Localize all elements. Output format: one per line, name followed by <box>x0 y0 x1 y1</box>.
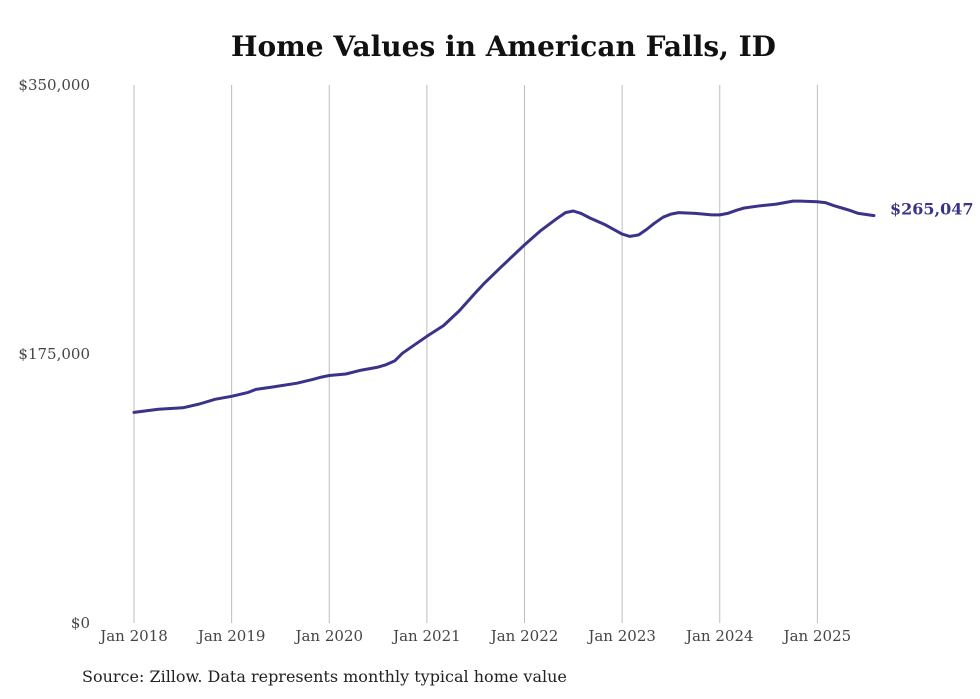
x-tick-label: Jan 2023 <box>586 627 656 645</box>
x-axis-ticks: Jan 2018 Jan 2019 Jan 2020 Jan 2021 Jan 2022… <box>98 627 851 645</box>
x-tick-label: Jan 2025 <box>782 627 852 645</box>
y-axis-ticks: $0 $175,000 $350,000 <box>18 76 90 632</box>
x-tick-label: Jan 2019 <box>196 627 266 645</box>
series-line-0 <box>132 199 876 414</box>
source-note: Source: Zillow. Data represents monthly … <box>82 667 567 686</box>
x-tick-label: Jan 2022 <box>489 627 559 645</box>
end-value-label: $265,047 <box>890 200 974 219</box>
x-tick-label: Jan 2021 <box>391 627 461 645</box>
x-tick-label: Jan 2024 <box>684 627 754 645</box>
y-tick-label: $175,000 <box>18 345 90 363</box>
gridlines <box>133 85 818 623</box>
chart-title: Home Values in American Falls, ID <box>231 30 776 63</box>
y-tick-label: $0 <box>71 614 90 632</box>
y-tick-label: $350,000 <box>18 76 90 94</box>
series-layer <box>132 199 876 414</box>
line-chart: $0$175,000$350,000 Jan 2018 Jan 2019 Jan 2… <box>18 76 974 645</box>
x-tick-label: Jan 2020 <box>293 627 363 645</box>
x-tick-label: Jan 2018 <box>98 627 168 645</box>
